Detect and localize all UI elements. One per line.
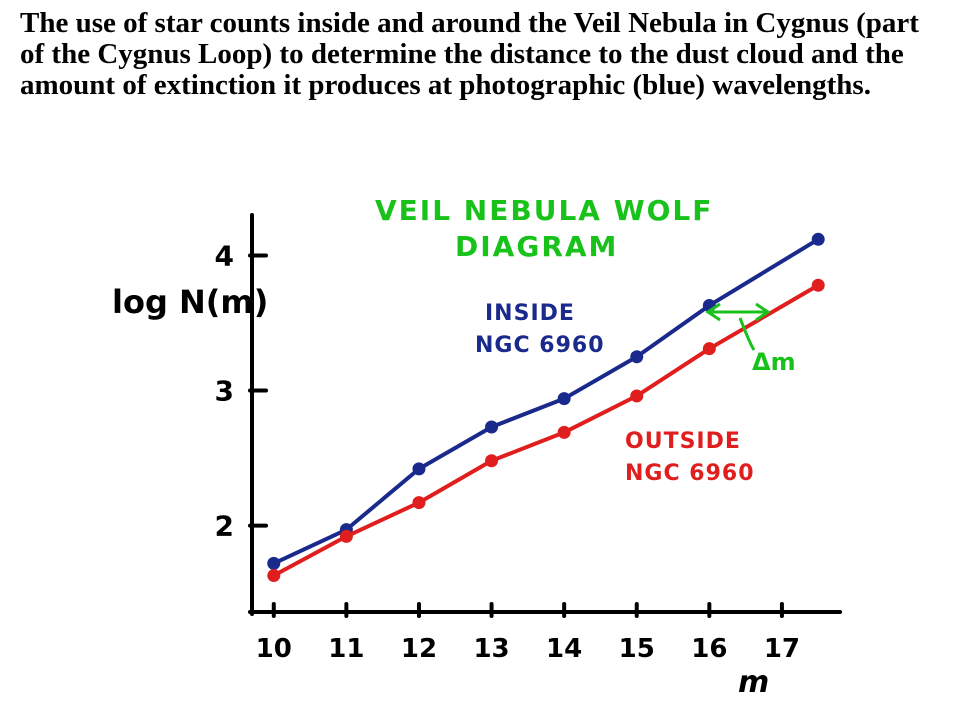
x-tick-label-11: 11: [328, 634, 364, 664]
x-tick-label-13: 13: [473, 634, 509, 664]
data-point-inside-7: [811, 232, 825, 246]
x-axis-label: m: [738, 665, 769, 700]
series-layer: [267, 232, 825, 583]
series-label-line-2: NGC 6960: [475, 333, 605, 358]
x-tick-label-16: 16: [691, 634, 727, 664]
caption: The use of star counts inside and around…: [20, 7, 919, 101]
series-line-inside: [271, 237, 821, 566]
chart-title-line-2: DIAGRAM: [455, 230, 618, 263]
series-label-outside: OUTSIDE NGC 6960: [625, 429, 755, 486]
data-point-inside-2: [412, 462, 426, 476]
axes: [248, 213, 842, 618]
series-label-line-1: INSIDE: [485, 301, 575, 326]
data-point-inside-4: [557, 392, 571, 406]
delta-m-pointer: [738, 317, 756, 351]
data-point-outside-1: [339, 529, 353, 543]
data-point-outside-4: [557, 425, 571, 439]
x-tick-label-12: 12: [401, 634, 437, 664]
delta-m-arrow-right: [755, 302, 771, 322]
series-label-line-2: NGC 6960: [625, 461, 755, 486]
delta-m-arrow-left: [705, 302, 721, 322]
chart-title-line-1: VEIL NEBULA WOLF: [375, 194, 713, 227]
data-point-outside-5: [630, 389, 644, 403]
labels-layer: 10 11 12 13 14 15 16 17 2 3 4 log N(m) m VEIL NEBULA …: [112, 194, 800, 700]
x-tick-label-10: 10: [256, 634, 292, 664]
x-tick-label-17: 17: [764, 634, 800, 664]
data-point-outside-6: [702, 342, 716, 356]
data-point-inside-3: [485, 420, 499, 434]
data-point-outside-2: [412, 496, 426, 510]
series-label-inside: INSIDE NGC 6960: [475, 301, 605, 358]
delta-m-label: Δm: [752, 348, 796, 376]
y-tick-label-4: 4: [215, 240, 234, 273]
y-axis-label: log N(m): [112, 283, 268, 321]
series-label-line-1: OUTSIDE: [625, 429, 741, 454]
data-point-outside-7: [811, 278, 825, 292]
y-tick-label-3: 3: [215, 375, 234, 408]
x-tick-label-14: 14: [546, 634, 582, 664]
data-point-outside-0: [267, 569, 281, 583]
data-point-outside-3: [485, 454, 499, 468]
y-tick-label-2: 2: [215, 510, 234, 543]
x-tick-label-15: 15: [619, 634, 655, 664]
chart-title: VEIL NEBULA WOLF DIAGRAM: [375, 194, 713, 263]
data-point-inside-0: [267, 556, 281, 570]
series-line-outside: [271, 283, 821, 578]
data-point-inside-5: [630, 350, 644, 364]
